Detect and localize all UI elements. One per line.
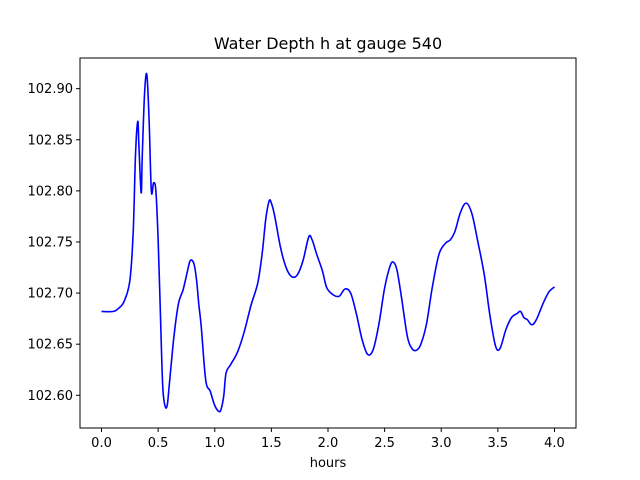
x-tick-label: 4.0 bbox=[544, 436, 565, 451]
y-tick-label: 102.75 bbox=[28, 235, 74, 250]
y-axis: 102.60 102.65 102.70 102.75 102.80 102.85 102.… bbox=[28, 82, 80, 404]
x-axis: 0.0 0.5 1.0 1.5 2.0 2.5 3.0 3.5 4.0 bbox=[91, 428, 565, 451]
y-tick-label: 102.65 bbox=[28, 338, 74, 353]
chart-title: Water Depth h at gauge 540 bbox=[214, 34, 442, 53]
x-tick-label: 2.0 bbox=[318, 436, 339, 451]
x-tick-label: 2.5 bbox=[374, 436, 395, 451]
x-tick-label: 0.5 bbox=[148, 436, 169, 451]
x-tick-label: 3.5 bbox=[488, 436, 509, 451]
y-tick-label: 102.80 bbox=[28, 184, 74, 199]
plot-series-layer bbox=[101, 72, 556, 413]
plot-frame bbox=[79, 57, 577, 429]
x-axis-label: hours bbox=[310, 456, 347, 471]
y-tick-label: 102.70 bbox=[28, 287, 74, 302]
x-tick-label: 0.0 bbox=[91, 436, 112, 451]
y-tick-label: 102.90 bbox=[28, 82, 74, 97]
x-tick-label: 1.0 bbox=[204, 436, 225, 451]
y-tick-label: 102.60 bbox=[28, 389, 74, 404]
x-tick-label: 3.0 bbox=[431, 436, 452, 451]
series-line bbox=[101, 72, 556, 413]
y-tick-label: 102.85 bbox=[28, 133, 74, 148]
x-tick-label: 1.5 bbox=[261, 436, 282, 451]
